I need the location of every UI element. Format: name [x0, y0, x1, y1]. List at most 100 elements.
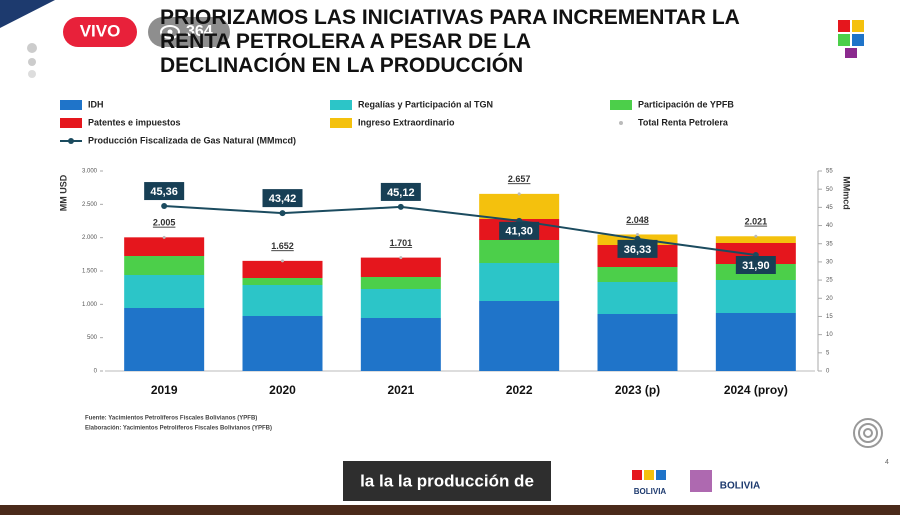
viewer-badge [148, 17, 230, 47]
legend-label: Patentes e impuestos [88, 117, 181, 127]
bar-segment [360, 318, 441, 371]
y2-tick-label: 5 [826, 350, 830, 356]
gas-label-box [380, 182, 421, 201]
bar-segment [597, 314, 678, 371]
legend-swatch [610, 100, 632, 110]
bar-segment [479, 301, 560, 371]
page-number: 4 [885, 459, 889, 466]
x-tick-label: 2022 [506, 383, 533, 397]
source-note: Fuente: Yacimientos Petrolíferos Fiscale… [85, 416, 257, 422]
live-label: VIVO [80, 21, 121, 40]
y2-tick-label: 20 [826, 296, 833, 302]
bar-segment [124, 308, 205, 371]
gas-label: 41,30 [505, 226, 533, 238]
bar-segment [715, 280, 796, 313]
gas-label-box [262, 189, 303, 208]
eye-pupil [167, 29, 173, 35]
bar-segment [242, 285, 323, 316]
gas-label-box [499, 221, 540, 240]
total-marker [399, 256, 403, 260]
x-tick-label: 2021 [387, 383, 414, 397]
bar-segment [124, 256, 205, 275]
x-tick-label: 2019 [151, 383, 178, 397]
bar-segment [124, 275, 205, 308]
bar-segment [479, 193, 560, 219]
gas-label: 45,12 [387, 187, 415, 199]
bar-segment [360, 257, 441, 277]
logo-text: BOLIVIA [634, 487, 667, 496]
bar-segment [124, 237, 205, 256]
y-tick-label: 1.000 [82, 302, 98, 308]
caption-box [343, 461, 551, 501]
logo-text-2: BOLIVIA [720, 481, 761, 492]
y-tick-label: 2.500 [82, 202, 98, 208]
bar-segment [597, 282, 678, 314]
legend-swatch [60, 100, 82, 110]
eye-icon [160, 25, 180, 39]
left-ornament [27, 43, 37, 78]
bar-segment [715, 236, 796, 243]
total-label: 2.048 [626, 215, 649, 225]
gas-label-box [617, 239, 658, 258]
total-label: 1.652 [271, 241, 294, 251]
caption: la la la producción de [360, 471, 534, 490]
bar-segment [242, 316, 323, 371]
legend-label: Producción Fiscalizada de Gas Natural (M… [88, 135, 296, 145]
y2-tick-label: 50 [826, 187, 833, 193]
x-tick-label: 2020 [269, 383, 296, 397]
total-marker [636, 232, 639, 236]
viewer-count: 364 [186, 23, 213, 40]
legend-label: IDH [88, 99, 104, 109]
bar-segment [242, 260, 323, 278]
total-label: 1.701 [390, 238, 413, 248]
y-tick-label: 500 [87, 335, 98, 341]
bar-segment [360, 289, 441, 318]
y2-axis-label: MMmcd [842, 176, 852, 210]
y2-tick-label: 55 [826, 169, 833, 175]
y2-tick-label: 25 [826, 278, 833, 284]
y-tick-label: 2.000 [82, 235, 98, 241]
legend-label: Total Renta Petrolera [638, 117, 729, 127]
legend-label: Participación de YPFB [638, 99, 734, 109]
gas-label: 31,90 [742, 260, 770, 272]
y2-tick-label: 0 [826, 369, 830, 375]
total-label: 2.021 [745, 217, 768, 227]
spiral-logo [853, 418, 883, 448]
total-marker [754, 234, 758, 238]
bar-segment [715, 313, 796, 371]
bar-segment [360, 277, 441, 289]
total-marker [281, 259, 284, 263]
bar-segment [597, 267, 678, 282]
chart-title: PRIORIZAMOS LAS INICIATIVAS PARA INCREME… [160, 6, 740, 77]
y2-tick-label: 45 [826, 205, 833, 211]
y2-tick-label: 10 [826, 332, 833, 338]
legend-swatch [60, 118, 82, 128]
bottom-logos [632, 470, 712, 492]
legend-dot [619, 121, 623, 125]
y-axis-label: MM USD [58, 174, 68, 211]
live-badge [63, 17, 137, 47]
y-tick-label: 1.500 [82, 269, 98, 275]
y-tick-label: 3.000 [82, 169, 98, 175]
y2-tick-label: 35 [826, 241, 833, 247]
total-marker [517, 192, 521, 196]
gas-label: 45,36 [150, 186, 178, 198]
legend-label: Ingreso Extraordinario [358, 117, 455, 127]
source-note: Elaboración: Yacimientos Petrolíferos Fi… [85, 426, 272, 432]
gas-label: 36,33 [624, 244, 652, 256]
gas-label: 43,42 [269, 193, 297, 205]
total-label: 2.657 [508, 174, 531, 184]
legend-swatch [330, 100, 352, 110]
gas-label-box [144, 182, 185, 201]
legend-swatch [330, 118, 352, 128]
gas-label-box [735, 256, 776, 274]
total-marker [162, 235, 166, 239]
bar-segment [479, 240, 560, 263]
bar-segment [242, 278, 323, 285]
gas-point [161, 203, 168, 210]
y2-tick-label: 40 [826, 223, 833, 229]
gas-point [279, 210, 286, 217]
bottom-bar [0, 505, 900, 515]
legend-dot [68, 138, 74, 144]
y2-tick-label: 15 [826, 314, 833, 320]
